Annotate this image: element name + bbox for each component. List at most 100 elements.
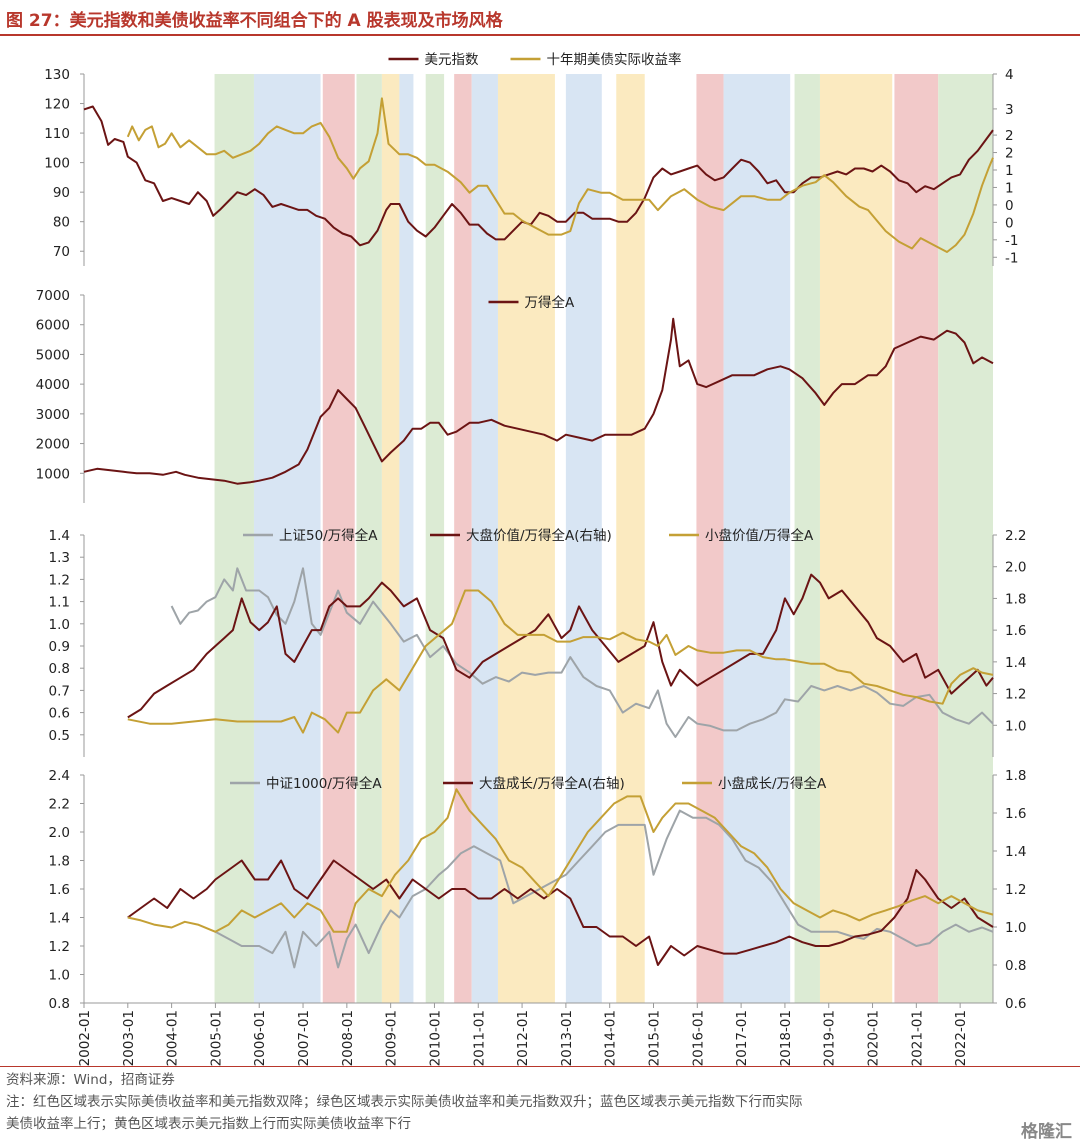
panel1-left-tick-label: 120 [44,97,70,113]
x-tick-label: 2017-01 [734,1010,750,1066]
title-divider [0,34,1080,36]
panel2-left-tick-label: 4000 [36,377,70,393]
panel1-left-tick-label: 130 [44,67,70,83]
panel3-left-tick-label: 1.1 [49,595,70,611]
regime-band-blue [253,74,321,1003]
x-tick-label: 2007-01 [296,1010,312,1066]
legend-label: 万得全A [525,294,575,311]
panel1-right-tick-label: 2 [1005,128,1014,144]
x-tick-label: 2021-01 [909,1010,925,1066]
panel2-left-tick-label: 5000 [36,347,70,363]
legend-note-line1: 注：红色区域表示实际美债收益率和美元指数双降；绿色区域表示实际美债收益率和美元指… [6,1094,803,1110]
series-line [126,97,994,253]
legend-label: 中证1000/万得全A [266,775,382,792]
legend-note-line2: 美债收益率上行；黄色区域表示美元指数上行而实际美债收益率下行 [6,1116,411,1132]
x-tick-label: 2012-01 [515,1010,531,1066]
x-tick-label: 2015-01 [646,1010,662,1066]
series-line [127,859,994,966]
regime-band-yellow [616,74,645,1003]
series-line [127,589,994,734]
panel2-left-tick-label: 6000 [36,318,70,334]
panel3-left-tick-label: 1.3 [49,550,70,566]
panel1-left-tick-label: 90 [53,185,70,201]
regime-band-yellow [819,74,893,1003]
watermark-logo: 格隆汇 [1021,1122,1072,1142]
regime-band-yellow [381,74,400,1003]
panel1-left-tick-label: 70 [53,244,70,260]
panel3-left-tick-label: 0.6 [49,706,70,722]
panel1-right-tick-label: 3 [1005,102,1014,118]
panel1-left-tick-label: 80 [53,215,70,231]
panel1-right-tick-label: 1 [1005,163,1014,179]
panel1-right-tick-label: 2 [1005,146,1014,162]
series-line [127,573,994,719]
panel2-left-tick-label: 3000 [36,407,70,423]
panel3-right-tick-label: 1.4 [1005,655,1026,671]
regime-band-blue [723,74,791,1003]
x-tick-label: 2008-01 [340,1010,356,1066]
x-tick-label: 2010-01 [427,1010,443,1066]
regime-band-green [214,74,254,1003]
x-tick-label: 2016-01 [690,1010,706,1066]
legend-label: 十年期美债实际收益率 [547,51,682,68]
panel3-left-tick-label: 0.9 [49,639,70,655]
panel4-right-tick-label: 1.2 [1005,882,1026,898]
page-title: 图 27：美元指数和美债收益率不同组合下的 A 股表现及市场风格 [6,11,503,31]
x-tick-label: 2014-01 [603,1010,619,1066]
x-tick-label: 2009-01 [384,1010,400,1066]
legend-label: 大盘成长/万得全A(右轴) [479,775,625,792]
x-tick-label: 2018-01 [778,1010,794,1066]
panel1-right-tick-label: 1 [1005,180,1014,196]
panel1-right-tick-label: 0 [1005,215,1014,231]
series-line [170,567,994,738]
panel3-right-tick-label: 1.8 [1005,591,1026,607]
panel3-right-tick-label: 1.2 [1005,687,1026,703]
series-line [214,809,994,969]
panel4-right-tick-label: 1.0 [1005,920,1026,936]
x-tick-label: 2006-01 [252,1010,268,1066]
x-tick-label: 2003-01 [121,1010,137,1066]
panel4-left-tick-label: 2.2 [49,797,70,813]
legend-label: 大盘价值/万得全A(右轴) [466,527,612,544]
x-tick-label: 2011-01 [471,1010,487,1066]
panel4-right-tick-label: 1.6 [1005,806,1026,822]
source-note: 资料来源：Wind，招商证券 [6,1072,175,1088]
panel3-left-tick-label: 0.7 [49,683,70,699]
x-tick-label: 2019-01 [822,1010,838,1066]
panel3-right-tick-label: 1.0 [1005,718,1026,734]
panel4-left-tick-label: 1.6 [49,882,70,898]
panel4-left-tick-label: 1.2 [49,939,70,955]
regime-band-green [425,74,445,1003]
panel3-left-tick-label: 1.0 [49,617,70,633]
panel4-left-tick-label: 1.0 [49,968,70,984]
panel3-left-tick-label: 1.4 [49,528,70,544]
panel1-right-tick-label: 0 [1005,198,1014,214]
series-line [127,788,994,933]
panel4-left-tick-label: 1.8 [49,854,70,870]
panel4-left-tick-label: 0.8 [49,996,70,1012]
regime-band-green [938,74,993,1003]
panel3-right-tick-label: 2.0 [1005,560,1026,576]
legend-label: 上证50/万得全A [279,527,378,544]
series-line [83,317,994,485]
panel4-left-tick-label: 2.4 [49,768,70,784]
panel3-left-tick-label: 1.2 [49,572,70,588]
panel3-right-tick-label: 2.2 [1005,528,1026,544]
panel3-left-tick-label: 0.8 [49,661,70,677]
panel4-right-tick-label: 0.6 [1005,996,1026,1012]
regime-band-blue [399,74,414,1003]
panel2-left-tick-label: 1000 [36,466,70,482]
regime-band-yellow [497,74,555,1003]
x-tick-label: 2004-01 [165,1010,181,1066]
panel2-left-tick-label: 2000 [36,437,70,453]
panel4-left-tick-label: 2.0 [49,825,70,841]
legend-label: 小盘成长/万得全A [718,775,827,792]
panel4-right-tick-label: 1.8 [1005,768,1026,784]
panel3-left-tick-label: 0.5 [49,728,70,744]
x-tick-label: 2020-01 [866,1010,882,1066]
panel1-left-tick-label: 110 [44,126,70,142]
panel1-right-tick-label: -1 [1005,250,1018,266]
footer-divider [0,1066,1080,1067]
panel4-right-tick-label: 1.4 [1005,844,1026,860]
